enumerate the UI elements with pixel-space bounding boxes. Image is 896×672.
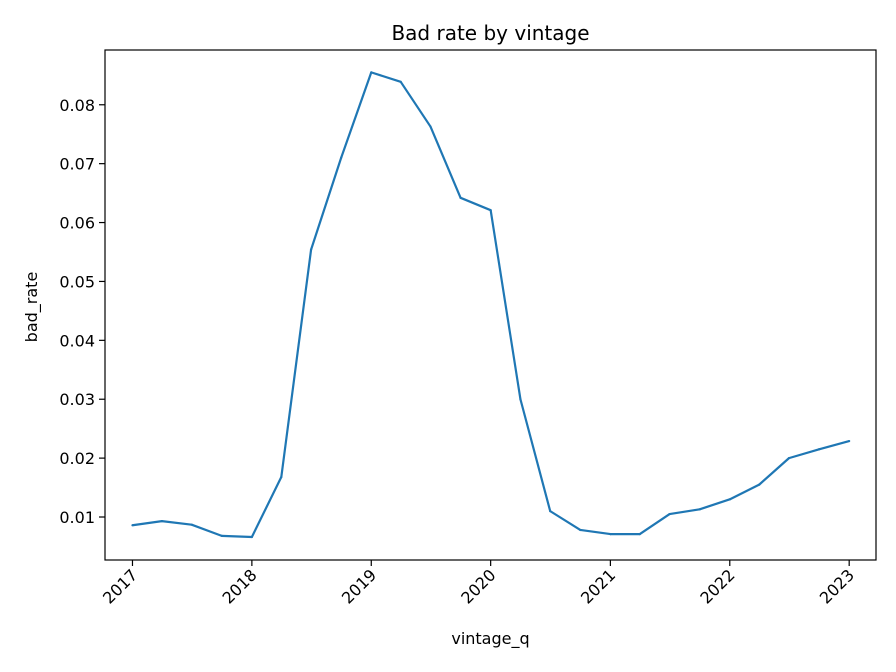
data-point <box>609 532 612 536</box>
data-point <box>698 508 701 511</box>
data-point <box>787 457 791 460</box>
data-point <box>131 524 134 527</box>
y-tick-label: 0.03 <box>59 390 95 409</box>
data-point <box>549 510 552 513</box>
data-point <box>758 483 761 486</box>
data-point <box>459 196 462 199</box>
data-point <box>519 398 522 401</box>
y-tick-label: 0.06 <box>59 214 95 233</box>
data-point <box>668 512 671 516</box>
data-point <box>489 209 492 212</box>
data-point <box>848 439 851 443</box>
plot-area <box>131 71 851 539</box>
data-point <box>817 448 821 451</box>
data-point <box>579 528 582 532</box>
data-point <box>399 80 402 83</box>
y-axis: 0.01 0.02 0.03 0.04 0.05 0.06 0.07 0.08 <box>59 96 105 527</box>
data-point <box>429 125 432 128</box>
x-axis-title: vintage_q <box>451 629 529 649</box>
y-tick-label: 0.02 <box>59 449 95 468</box>
data-point <box>638 532 641 536</box>
data-point <box>309 248 313 251</box>
plot-frame <box>104 49 877 561</box>
data-point <box>370 71 373 74</box>
data-point <box>160 520 164 523</box>
data-point <box>190 523 193 526</box>
y-tick-label: 0.08 <box>59 96 95 115</box>
chart-title: Bad rate by vintage <box>391 21 589 45</box>
y-tick-label: 0.05 <box>59 272 95 291</box>
data-point <box>340 156 343 159</box>
data-point <box>280 475 283 479</box>
y-axis-title: bad_rate <box>22 272 42 343</box>
y-tick-label: 0.07 <box>59 155 95 174</box>
y-tick-label: 0.04 <box>59 331 95 350</box>
data-point <box>728 498 731 501</box>
y-tick-label: 0.01 <box>59 508 95 527</box>
data-point <box>220 534 223 537</box>
data-point <box>250 535 253 539</box>
